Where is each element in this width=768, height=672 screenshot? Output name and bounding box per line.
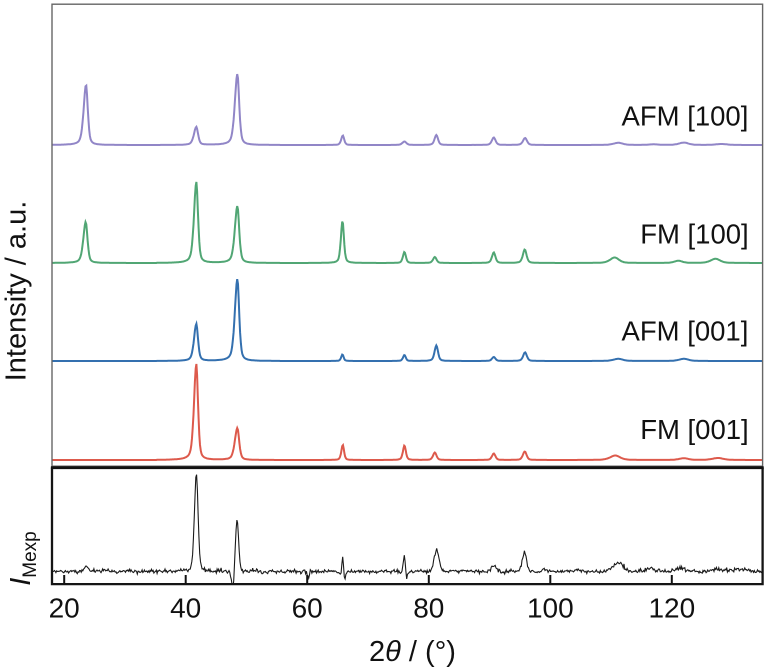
svg-text:120: 120 <box>648 593 695 624</box>
svg-text:80: 80 <box>413 593 444 624</box>
svg-text:60: 60 <box>292 593 323 624</box>
svg-text:2θ / (°): 2θ / (°) <box>369 636 456 668</box>
svg-text:Intensity / a.u.: Intensity / a.u. <box>1 201 33 382</box>
svg-text:40: 40 <box>170 593 201 624</box>
svg-text:FM [001]: FM [001] <box>640 414 749 445</box>
svg-text:AFM [001]: AFM [001] <box>622 316 749 347</box>
svg-text:100: 100 <box>527 593 574 624</box>
svg-text:IMexp: IMexp <box>5 531 41 586</box>
svg-text:AFM [100]: AFM [100] <box>622 101 749 132</box>
svg-text:20: 20 <box>49 593 80 624</box>
svg-text:FM [100]: FM [100] <box>640 218 749 249</box>
